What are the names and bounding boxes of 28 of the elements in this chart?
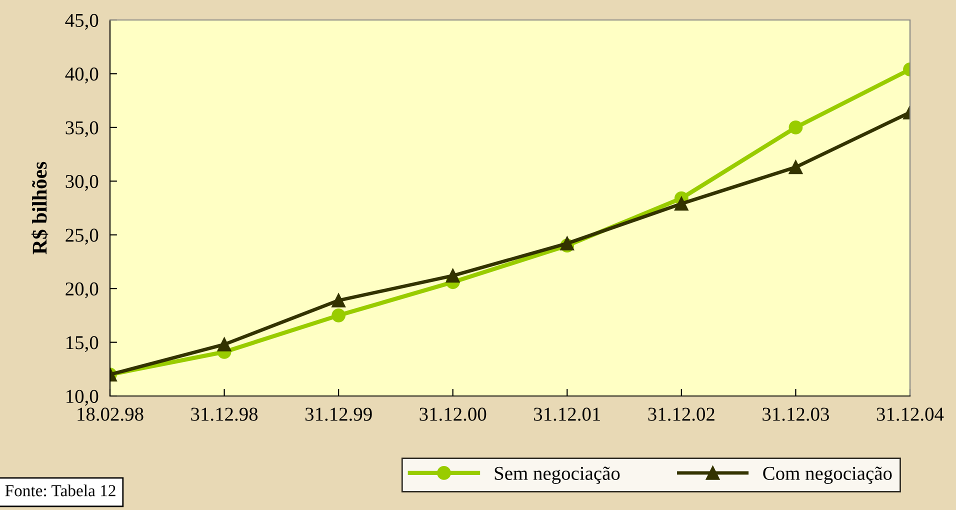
point (788, 120, 803, 134)
point (446, 268, 460, 283)
x-tick-label: 31.12.04 (876, 408, 944, 421)
point (788, 160, 803, 174)
point (560, 236, 574, 250)
y-tick-label: 45,0 (65, 14, 98, 30)
x-tick-label: 31.12.03 (762, 408, 829, 421)
y-tick-label: 35,0 (66, 121, 98, 138)
point (332, 308, 346, 322)
y-tick-label: 10,0 (66, 390, 98, 406)
x-tick-label: 31.12.98 (191, 408, 258, 421)
y-tick-label: 20,0 (66, 282, 98, 298)
y-tick-label: 30,0 (66, 174, 98, 191)
y-tick-label: 25,0 (66, 228, 98, 245)
x-tick-label: 31.12.02 (648, 408, 714, 421)
y-axis-title: R$ bilhões (31, 162, 48, 254)
y-tick-label: 40,0 (65, 68, 98, 84)
legend-label: Com negociação (763, 466, 892, 484)
point (217, 337, 232, 352)
x-tick-label: 31.12.99 (305, 408, 372, 421)
x-tick-label: 31.12.01 (534, 408, 600, 421)
point (674, 196, 688, 211)
x-tick-label: 18.02.98 (78, 408, 144, 421)
x-tick-label: 31.12.00 (420, 408, 486, 421)
y-tick-label: 15,0 (66, 336, 98, 352)
source-note: Fonte: Tabela 12 (5, 484, 116, 496)
legend-label: Sem negociação (494, 466, 620, 484)
point (332, 293, 346, 308)
